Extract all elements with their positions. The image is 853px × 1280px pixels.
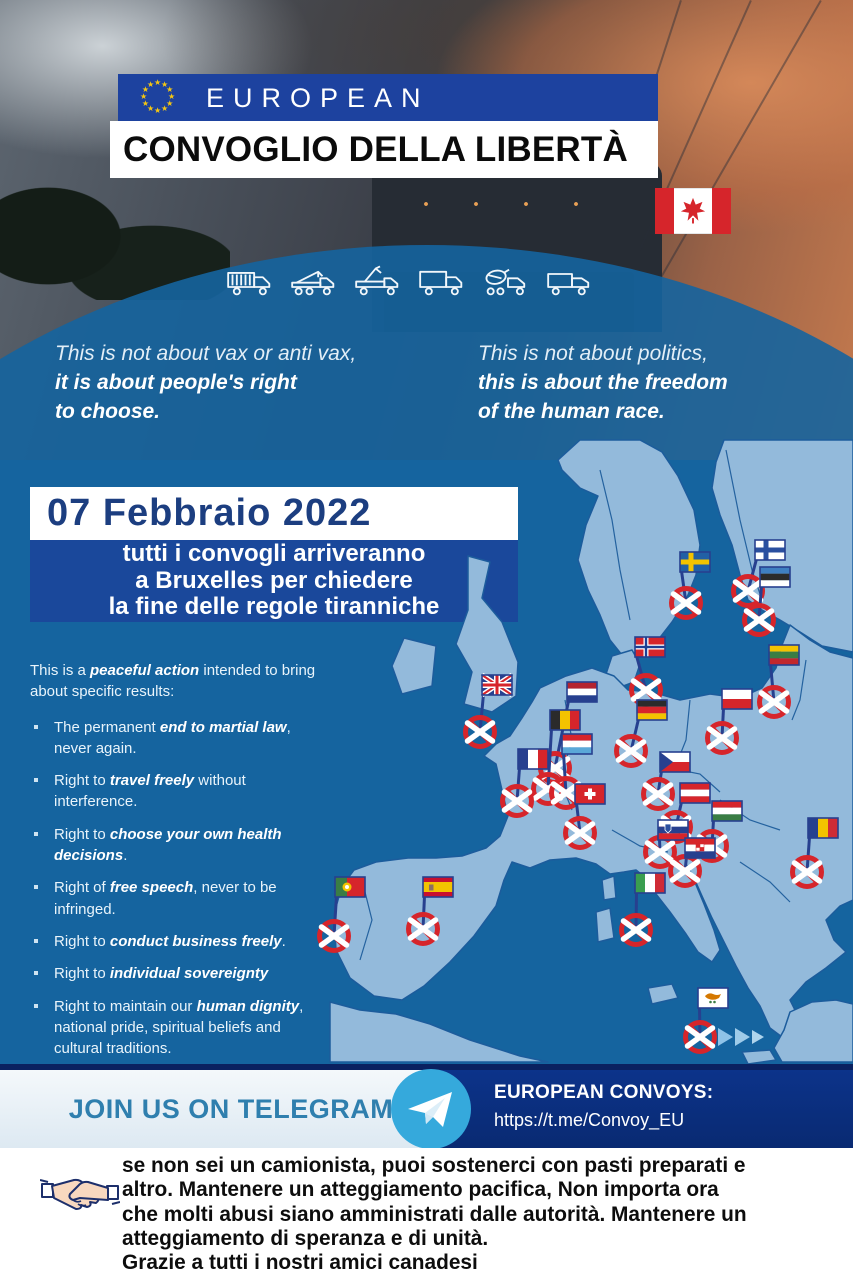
box-truck-icon [418,264,470,302]
quote-right-bold-2: of the human race. [478,399,665,423]
footer-line: Grazie a tutti i nostri amici canadesi [122,1250,478,1275]
van-truck-icon [546,264,598,302]
eu-stars-icon: ★ ★ ★ ★ ★ ★ ★ ★ ★ ★ ★ ★ [140,78,176,115]
date-subtitle-line: a Bruxelles per chiedere [135,566,413,594]
footer-line: che molti abusi siano amministrati dalle… [122,1201,747,1226]
truck-lights [418,200,598,208]
action-bullet: Right to individual sovereignty [30,963,326,984]
action-bullet: The permanent end to martial law, never … [30,717,326,760]
telegram-channel-panel: EUROPEAN CONVOYS: https://t.me/Convoy_EU [432,1070,853,1148]
telegram-bar-top-strip [0,1064,853,1070]
channel-url-link[interactable]: https://t.me/Convoy_EU [494,1110,685,1130]
crane-truck-icon [290,264,342,302]
action-bullet: Right to conduct business freely. [30,931,326,952]
handshake-icon [39,1160,121,1222]
eu-banner-label: EUROPEAN [206,83,430,113]
action-bullet-list: The permanent end to martial law, never … [30,717,326,1060]
quote-right-normal: This is not about politics, [478,342,708,365]
action-bullet: Right to choose your own health decision… [30,824,326,867]
canada-flag-icon [654,187,732,235]
telegram-join-panel: JOIN US ON TELEGRAM [0,1070,432,1148]
page-title: CONVOGLIO DELLA LIBERTÀ [123,129,628,169]
telegram-bar: JOIN US ON TELEGRAM EUROPEAN CONVOYS: ht… [0,1068,853,1150]
quote-left-bold-1: it is about people's right [55,370,297,394]
footer-line: altro. Mantenere un atteggiamento pacifi… [122,1177,719,1202]
quote-left: This is not about vax or anti vax, it is… [55,340,425,427]
container-truck-icon [226,264,278,302]
footer-text: se non sei un camionista, puoi sostenerc… [122,1153,826,1274]
date-subtitle-line: la fine delle regole tiranniche [108,593,440,621]
quote-right-bold-1: this is about the freedom [478,370,728,394]
date-subtitle-band: tutti i convogli arriveranno a Bruxelles … [30,540,518,622]
boom-truck-icon [354,264,406,302]
quote-left-bold-2: to choose. [55,399,161,423]
date-subtitle-line: tutti i convogli arriveranno [122,539,426,567]
action-bullet: Right to travel freely without interfere… [30,770,326,813]
join-telegram-label: JOIN US ON TELEGRAM [68,1093,394,1124]
eu-banner: ★ ★ ★ ★ ★ ★ ★ ★ ★ ★ ★ ★ EUROPEAN [118,74,658,121]
date-banner: 07 Febbraio 2022 [30,487,518,540]
action-intro: This is a peaceful action intended to br… [30,662,316,701]
date-text: 07 Febbraio 2022 [47,492,372,534]
quote-left-normal: This is not about vax or anti vax, [55,342,357,365]
action-bullet: Right to maintain our human dignity, nat… [30,996,326,1060]
action-block: This is a peaceful action intended to br… [30,660,326,1070]
mixer-truck-icon [482,264,534,302]
action-bullet: Right of free speech, never to be infrin… [30,877,326,920]
truck-icons-row [226,262,616,302]
telegram-icon [390,1068,472,1150]
footer: se non sei un camionista, puoi sostenerc… [0,1148,853,1280]
footer-line: se non sei un camionista, puoi sostenerc… [122,1153,746,1177]
channel-name: EUROPEAN CONVOYS: [494,1082,714,1103]
quote-right: This is not about politics, this is abou… [478,340,828,427]
title-banner: CONVOGLIO DELLA LIBERTÀ [110,121,658,178]
footer-line: atteggiamento di speranza e di unità. [122,1225,489,1250]
